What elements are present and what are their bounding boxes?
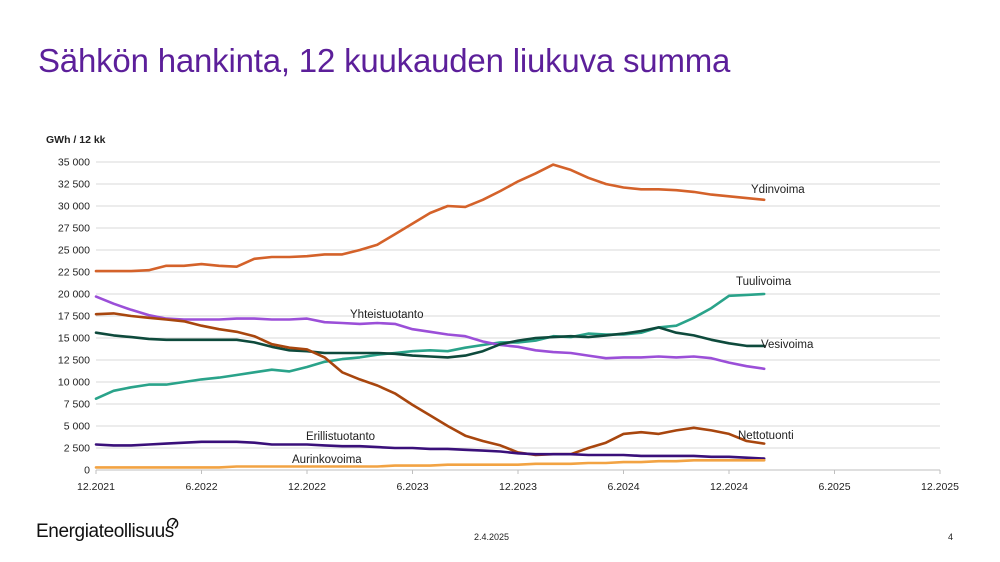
x-axis-ticks: 12.2021 6.2022 12.2022 6.2023 12.2023 6.2024 1… — [77, 470, 959, 493]
series-label-nettotuonti: Nettotuonti — [738, 430, 794, 442]
series-label-yhteistuotanto: Yhteistuotanto — [350, 309, 424, 321]
x-tick-label: 12.2023 — [499, 481, 537, 493]
y-tick-label: 5 000 — [64, 421, 90, 433]
series-label-erillistuotanto: Erillistuotanto — [306, 431, 375, 443]
series-line-erillistuotanto — [94, 440, 766, 460]
y-tick-label: 27 500 — [58, 223, 90, 235]
y-tick-label: 17 500 — [58, 311, 90, 323]
y-tick-label: 22 500 — [58, 267, 90, 279]
series-line-tuulivoima — [94, 292, 766, 401]
y-tick-label: 20 000 — [58, 289, 90, 301]
brand-wordmark: Energiateollisuus — [36, 521, 174, 542]
x-tick-label: 12.2024 — [710, 481, 748, 493]
y-tick-label: 0 — [84, 465, 90, 477]
y-tick-label: 35 000 — [58, 157, 90, 169]
series-label-aurinkovoima: Aurinkovoima — [292, 454, 362, 466]
series-line-vesivoima — [94, 326, 766, 359]
y-tick-label: 15 000 — [58, 333, 90, 345]
x-tick-label: 6.2022 — [185, 481, 217, 493]
gridlines — [96, 161, 940, 471]
series-line-ydinvoima — [94, 163, 766, 273]
y-axis-ticks: 0 2 500 5 000 7 500 10 000 12 500 15 000 17 500… — [58, 157, 90, 477]
y-tick-label: 30 000 — [58, 201, 90, 213]
slide-title: Sähkön hankinta, 12 kuukauden liukuva su… — [38, 42, 731, 79]
brand-logo: Energiateollisuus — [36, 517, 182, 543]
x-tick-label: 12.2025 — [921, 481, 959, 493]
y-tick-label: 7 500 — [64, 399, 90, 411]
series-label-tuulivoima: Tuulivoima — [736, 276, 792, 288]
series-lines — [94, 163, 766, 469]
brand-symbol-icon — [166, 517, 179, 529]
footer-date: 2.4.2025 — [474, 532, 510, 542]
series-line-nettotuonti — [94, 312, 766, 457]
y-axis-label: GWh / 12 kk — [46, 134, 106, 146]
y-tick-label: 12 500 — [58, 355, 90, 367]
x-tick-label: 6.2025 — [818, 481, 850, 493]
line-chart: GWh / 12 kk 0 2 500 5 000 7 500 10 000 12 500… — [46, 134, 959, 493]
x-tick-label: 12.2021 — [77, 481, 115, 493]
series-line-yhteistuotanto — [94, 295, 766, 371]
x-tick-label: 6.2023 — [396, 481, 428, 493]
x-tick-label: 6.2024 — [607, 481, 639, 493]
series-line-aurinkovoima — [94, 458, 766, 469]
page-number: 4 — [948, 532, 954, 542]
series-label-ydinvoima: Ydinvoima — [751, 184, 805, 196]
y-tick-label: 32 500 — [58, 179, 90, 191]
series-labels: Ydinvoima Tuulivoima Yhteistuotanto Vesivoi… — [292, 184, 814, 466]
series-label-vesivoima: Vesivoima — [761, 339, 814, 351]
y-tick-label: 2 500 — [64, 443, 90, 455]
y-tick-label: 25 000 — [58, 245, 90, 257]
x-tick-label: 12.2022 — [288, 481, 326, 493]
y-tick-label: 10 000 — [58, 377, 90, 389]
